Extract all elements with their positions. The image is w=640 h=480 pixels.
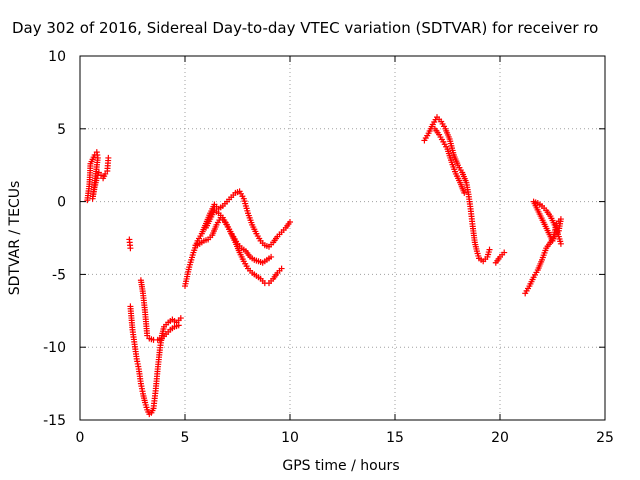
data-point	[287, 218, 293, 225]
y-tick-label: -10	[43, 340, 66, 356]
data-point	[268, 253, 275, 260]
y-tick-label: 5	[57, 122, 66, 138]
data-point	[93, 175, 100, 182]
data-point	[278, 265, 285, 272]
data-point	[175, 322, 182, 329]
y-tick-label: 10	[48, 49, 66, 65]
y-tick-label: -15	[43, 413, 66, 429]
chart-title: Day 302 of 2016, Sidereal Day-to-day VTE…	[12, 19, 599, 37]
data-point	[501, 249, 508, 256]
y-axis-label: SDTVAR / TECUs	[7, 181, 23, 296]
y-tick-labels: -15 -10 -5 0 5 10	[43, 49, 66, 429]
y-tick-label: 0	[57, 195, 66, 211]
data-points	[84, 114, 564, 418]
data-point	[105, 154, 112, 161]
grid-lines	[80, 56, 605, 420]
data-point	[127, 245, 134, 252]
x-tick-labels: 0 5 10 15 20 25	[76, 430, 614, 446]
data-point	[177, 315, 184, 322]
axis-ticks	[79, 55, 606, 421]
x-tick-label: 0	[76, 430, 85, 446]
y-tick-label: -5	[52, 267, 66, 283]
x-tick-label: 10	[281, 430, 299, 446]
data-point	[461, 189, 468, 196]
data-point	[557, 240, 564, 247]
x-tick-label: 5	[181, 430, 190, 446]
x-tick-label: 20	[491, 430, 509, 446]
data-point	[486, 246, 493, 253]
x-tick-label: 15	[386, 430, 404, 446]
plot-frame	[79, 55, 606, 421]
x-tick-label: 25	[596, 430, 614, 446]
x-axis-label: GPS time / hours	[282, 458, 399, 474]
